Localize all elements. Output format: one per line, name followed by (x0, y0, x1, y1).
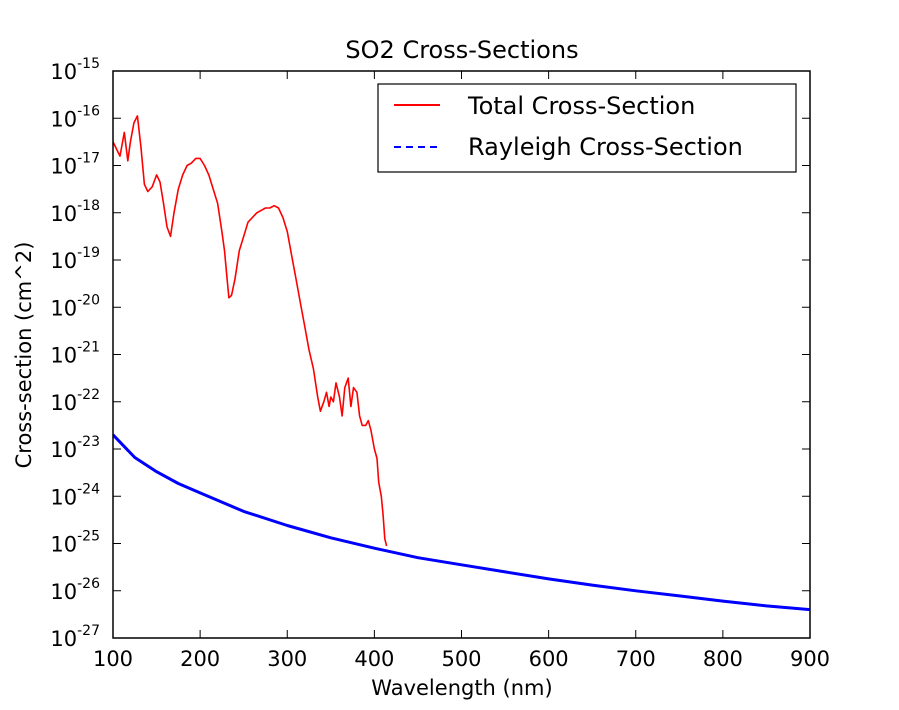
y-tick-base: 10 (50, 202, 77, 226)
y-tick-exponent: -22 (77, 387, 100, 403)
series-line-total-cross-section (113, 115, 388, 547)
x-tick-label: 500 (441, 647, 481, 671)
y-tick-exponent: -18 (77, 198, 100, 214)
y-tick-label: 10-16 (50, 103, 100, 131)
y-tick-label: 10-17 (50, 151, 100, 179)
y-tick-label: 10-26 (50, 576, 100, 604)
y-tick-label: 10-27 (50, 623, 100, 651)
y-tick-exponent: -24 (77, 481, 100, 497)
y-tick-exponent: -20 (77, 292, 100, 308)
y-tick-base: 10 (50, 296, 77, 320)
x-tick-label: 200 (180, 647, 220, 671)
y-tick-exponent: -26 (77, 576, 100, 592)
y-tick-label: 10-24 (50, 481, 100, 509)
y-tick-exponent: -15 (77, 56, 100, 72)
y-tick-exponent: -25 (77, 529, 100, 545)
x-tick-label: 300 (267, 647, 307, 671)
series-layer (113, 115, 810, 612)
y-tick-label: 10-22 (50, 387, 100, 415)
y-tick-label: 10-15 (50, 56, 100, 84)
y-tick-base: 10 (50, 533, 77, 557)
y-tick-base: 10 (50, 391, 77, 415)
y-tick-label: 10-25 (50, 529, 100, 557)
x-tick-label: 400 (354, 647, 394, 671)
legend-rayleigh-label: Rayleigh Cross-Section (468, 133, 743, 161)
y-tick-exponent: -23 (77, 434, 100, 450)
y-tick-base: 10 (50, 580, 77, 604)
y-tick-base: 10 (50, 60, 77, 84)
legend-total-label: Total Cross-Section (467, 92, 695, 120)
y-tick-label: 10-23 (50, 434, 100, 462)
y-tick-base: 10 (50, 155, 77, 179)
ticks-layer: 100 200 300 400 500 600 700 800 90010-1510-1610-… (50, 56, 830, 671)
y-tick-base: 10 (50, 344, 77, 368)
legend-box (377, 83, 797, 173)
y-tick-exponent: -17 (77, 151, 100, 167)
y-tick-base: 10 (50, 107, 77, 131)
y-tick-exponent: -21 (77, 340, 100, 356)
x-tick-label: 100 (93, 647, 133, 671)
x-tick-label: 700 (616, 647, 656, 671)
y-tick-base: 10 (50, 627, 77, 651)
x-tick-label: 900 (790, 647, 830, 671)
y-tick-base: 10 (50, 249, 77, 273)
series-line-rayleigh-cross-section (113, 433, 810, 612)
x-tick-label: 800 (703, 647, 743, 671)
y-tick-label: 10-19 (50, 245, 100, 273)
chart-title: SO2 Cross-Sections (345, 36, 578, 64)
legend: Total Cross-Section Rayleigh Cross-Secti… (377, 83, 797, 173)
x-axis-label: Wavelength (nm) (371, 676, 552, 700)
y-tick-exponent: -19 (77, 245, 100, 261)
y-tick-exponent: -16 (77, 103, 100, 119)
y-tick-base: 10 (50, 438, 77, 462)
y-tick-base: 10 (50, 485, 77, 509)
y-tick-label: 10-21 (50, 340, 100, 368)
y-tick-exponent: -27 (77, 623, 100, 639)
y-tick-label: 10-20 (50, 292, 100, 320)
y-tick-label: 10-18 (50, 198, 100, 226)
y-axis-label: Cross-section (cm^2) (12, 242, 36, 469)
x-tick-label: 600 (529, 647, 569, 671)
